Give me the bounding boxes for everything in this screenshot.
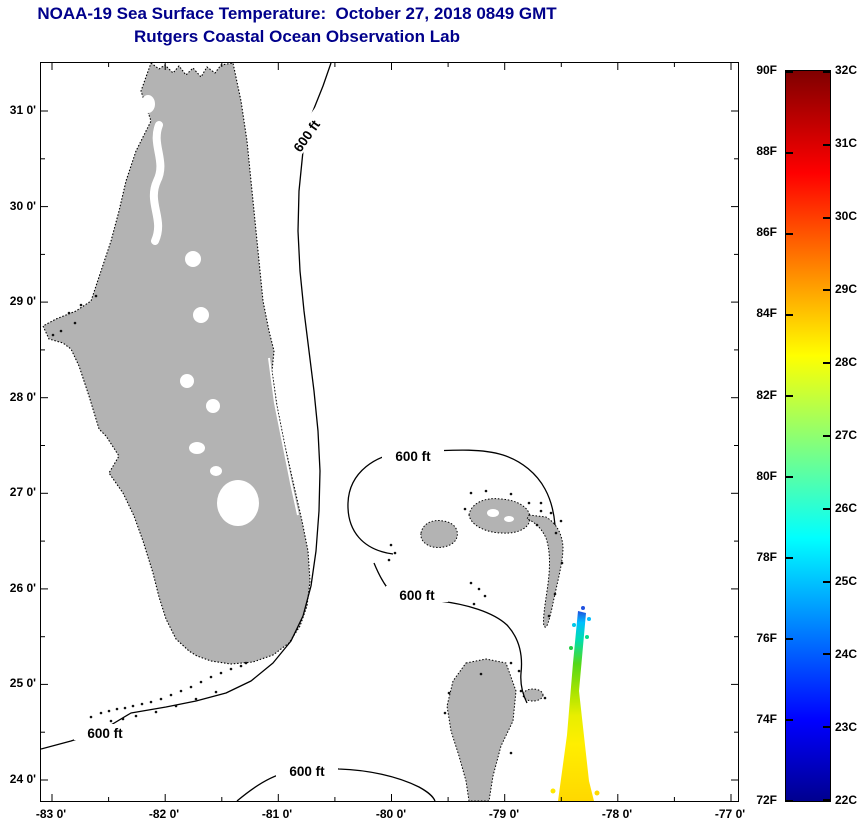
coastal-speckles: [51, 294, 564, 755]
contour-label-600ft-bahamas-mid: 600 ft: [386, 586, 448, 603]
colorbar-tick-f: [786, 476, 793, 478]
y-axis-label: 31 0': [9, 103, 36, 117]
colorbar-tick-c: [823, 653, 830, 656]
y-axis-label: 26 0': [9, 581, 36, 595]
svg-text:600 ft: 600 ft: [87, 726, 123, 741]
colorbar-c-label: 27C: [835, 428, 858, 442]
colorbar-c-label: 25C: [835, 574, 858, 588]
colorbar-f-label: 76F: [756, 631, 777, 645]
x-axis-label: -83 0': [35, 807, 67, 821]
colorbar-tick-c: [823, 143, 830, 146]
sst-swath-specks: [550, 606, 600, 796]
contour-600ft-main: [41, 63, 332, 750]
colorbar-f-label: 88F: [756, 144, 777, 158]
bahama-bank-holes: [487, 509, 514, 522]
colorbar-tick-f: [786, 71, 793, 73]
colorbar-f-label: 74F: [756, 712, 777, 726]
y-axis-label: 24 0': [9, 772, 36, 786]
colorbar-tick-c: [823, 726, 830, 729]
contour-label-600ft-rotated: 600 ft: [281, 105, 330, 166]
map-plot: 600 ft 600 ft 600 ft 600 ft 600 ft: [40, 62, 739, 802]
contour-label-600ft-bahamas-north: 600 ft: [382, 447, 444, 464]
contour-600ft-south: [236, 767, 436, 801]
colorbar-tick-c: [823, 216, 830, 219]
contour-label-600ft-south: 600 ft: [276, 762, 338, 779]
colorbar-tick-f: [786, 719, 793, 721]
sst-swath: [558, 611, 594, 801]
colorbar-f-label: 84F: [756, 306, 777, 320]
temperature-colorbar: [785, 70, 831, 802]
lake-okeechobee: [217, 480, 259, 526]
x-axis-label: -78 0': [601, 807, 633, 821]
colorbar-tick-c: [823, 71, 830, 73]
colorbar-f-label: 86F: [756, 225, 777, 239]
colorbar-c-label: 24C: [835, 647, 858, 661]
colorbar-tick-c: [823, 289, 830, 292]
colorbar-f-label: 82F: [756, 388, 777, 402]
map-canvas: 600 ft 600 ft 600 ft 600 ft 600 ft: [41, 63, 738, 801]
colorbar-tick-c: [823, 580, 830, 583]
colorbar-f-label: 78F: [756, 550, 777, 564]
page-title: NOAA-19 Sea Surface Temperature: October…: [37, 4, 557, 23]
colorbar-tick-f: [786, 314, 793, 316]
svg-text:600 ft: 600 ft: [399, 588, 435, 603]
y-axis-label: 28 0': [9, 390, 36, 404]
colorbar-c-label: 26C: [835, 501, 858, 515]
x-axis-label: -79 0': [488, 807, 520, 821]
page-subtitle: Rutgers Coastal Ocean Observation Lab: [134, 27, 460, 46]
colorbar-tick-f: [786, 800, 793, 802]
colorbar-tick-f: [786, 152, 793, 154]
x-axis-label: -77 0': [714, 807, 746, 821]
x-axis-label: -80 0': [375, 807, 407, 821]
colorbar-f-label: 80F: [756, 469, 777, 483]
colorbar-tick-c: [823, 507, 830, 510]
colorbar-tick-f: [786, 233, 793, 235]
colorbar-tick-f: [786, 557, 793, 559]
y-axis-label: 29 0': [9, 294, 36, 308]
new-providence-island: [522, 688, 544, 702]
colorbar-tick-c: [823, 799, 830, 801]
colorbar-tick-c: [823, 435, 830, 437]
x-axis-label: -81 0': [261, 807, 293, 821]
svg-text:600 ft: 600 ft: [289, 764, 325, 779]
colorbar-tick-f: [786, 395, 793, 397]
svg-text:600 ft: 600 ft: [395, 449, 431, 464]
colorbar-f-label: 90F: [756, 63, 777, 77]
colorbar-c-label: 29C: [835, 282, 858, 296]
y-axis-label: 25 0': [9, 676, 36, 690]
colorbar-c-label: 28C: [835, 355, 858, 369]
colorbar-c-label: 32C: [835, 63, 858, 77]
colorbar-c-label: 22C: [835, 793, 858, 807]
colorbar-tick-f: [786, 638, 793, 640]
colorbar-c-label: 23C: [835, 720, 858, 734]
y-axis-label: 30 0': [9, 199, 36, 213]
contour-label-600ft-southwest: 600 ft: [74, 724, 136, 741]
colorbar-tick-c: [823, 362, 830, 365]
bahamas-islands: [420, 498, 564, 801]
colorbar-c-label: 31C: [835, 136, 858, 150]
inland-water-patches: [141, 95, 299, 516]
andros-island: [446, 658, 517, 801]
colorbar-c-label: 30C: [835, 209, 858, 223]
colorbar-f-label: 72F: [756, 793, 777, 807]
x-axis-label: -82 0': [148, 807, 180, 821]
y-axis-label: 27 0': [9, 485, 36, 499]
